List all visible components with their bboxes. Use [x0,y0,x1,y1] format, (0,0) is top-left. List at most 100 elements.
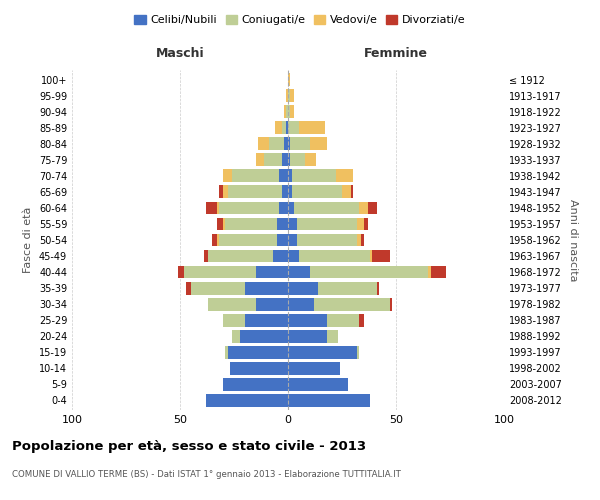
Bar [288,186,292,198]
Bar [327,330,338,342]
Bar [288,73,290,86]
Bar [277,234,288,246]
Bar [280,202,288,214]
Bar [288,89,290,102]
Bar [288,218,296,230]
Bar [178,266,184,278]
Bar [288,106,290,118]
Bar [256,266,288,278]
Bar [370,250,372,262]
Bar [314,298,389,310]
Bar [377,282,379,294]
Bar [290,154,305,166]
Bar [292,186,342,198]
Bar [245,314,288,326]
Bar [368,202,377,214]
Bar [277,218,288,230]
Bar [281,154,288,166]
Text: Femmine: Femmine [364,48,428,60]
Bar [219,202,280,214]
Bar [273,250,288,262]
Bar [357,346,359,358]
Bar [281,186,288,198]
Bar [286,106,288,118]
Text: Popolazione per età, sesso e stato civile - 2013: Popolazione per età, sesso e stato civil… [12,440,366,453]
Bar [258,138,269,150]
Bar [264,154,281,166]
Bar [288,170,292,182]
Bar [230,362,288,374]
Text: COMUNE DI VALLIO TERME (BS) - Dati ISTAT 1° gennaio 2013 - Elaborazione TUTTITAL: COMUNE DI VALLIO TERME (BS) - Dati ISTAT… [12,470,401,479]
Bar [357,218,364,230]
Bar [206,394,288,407]
Bar [187,282,191,294]
Bar [295,202,359,214]
Bar [296,218,357,230]
Bar [288,330,327,342]
Legend: Celibi/Nubili, Coniugati/e, Vedovi/e, Divorziati/e: Celibi/Nubili, Coniugati/e, Vedovi/e, Di… [130,10,470,30]
Bar [290,89,295,102]
Bar [223,314,245,326]
Bar [280,170,288,182]
Bar [217,218,223,230]
Bar [288,346,357,358]
Bar [256,154,264,166]
Bar [310,138,327,150]
Bar [256,298,288,310]
Bar [296,234,357,246]
Bar [431,266,446,278]
Bar [288,298,314,310]
Bar [288,154,290,166]
Bar [288,234,296,246]
Bar [245,282,288,294]
Y-axis label: Anni di nascita: Anni di nascita [568,198,578,281]
Bar [269,138,284,150]
Bar [281,122,286,134]
Bar [305,154,316,166]
Bar [227,186,281,198]
Bar [227,346,288,358]
Bar [299,250,370,262]
Bar [191,282,245,294]
Bar [208,250,273,262]
Bar [284,106,286,118]
Bar [286,89,288,102]
Bar [335,170,353,182]
Bar [232,330,241,342]
Bar [350,186,353,198]
Bar [286,122,288,134]
Bar [275,122,281,134]
Bar [389,298,392,310]
Bar [284,138,288,150]
Bar [226,346,227,358]
Bar [219,234,277,246]
Bar [223,186,227,198]
Bar [288,202,295,214]
Bar [288,282,318,294]
Bar [223,218,226,230]
Bar [241,330,288,342]
Bar [299,122,325,134]
Bar [290,106,295,118]
Bar [206,202,217,214]
Bar [288,138,290,150]
Bar [223,170,232,182]
Bar [226,218,277,230]
Bar [184,266,256,278]
Bar [212,234,217,246]
Bar [428,266,431,278]
Bar [310,266,428,278]
Bar [318,282,377,294]
Bar [204,250,208,262]
Bar [223,378,288,391]
Text: Maschi: Maschi [155,48,205,60]
Bar [208,298,256,310]
Bar [361,234,364,246]
Bar [292,170,335,182]
Bar [288,122,299,134]
Bar [327,314,359,326]
Bar [342,186,350,198]
Bar [288,362,340,374]
Bar [217,234,219,246]
Bar [288,394,370,407]
